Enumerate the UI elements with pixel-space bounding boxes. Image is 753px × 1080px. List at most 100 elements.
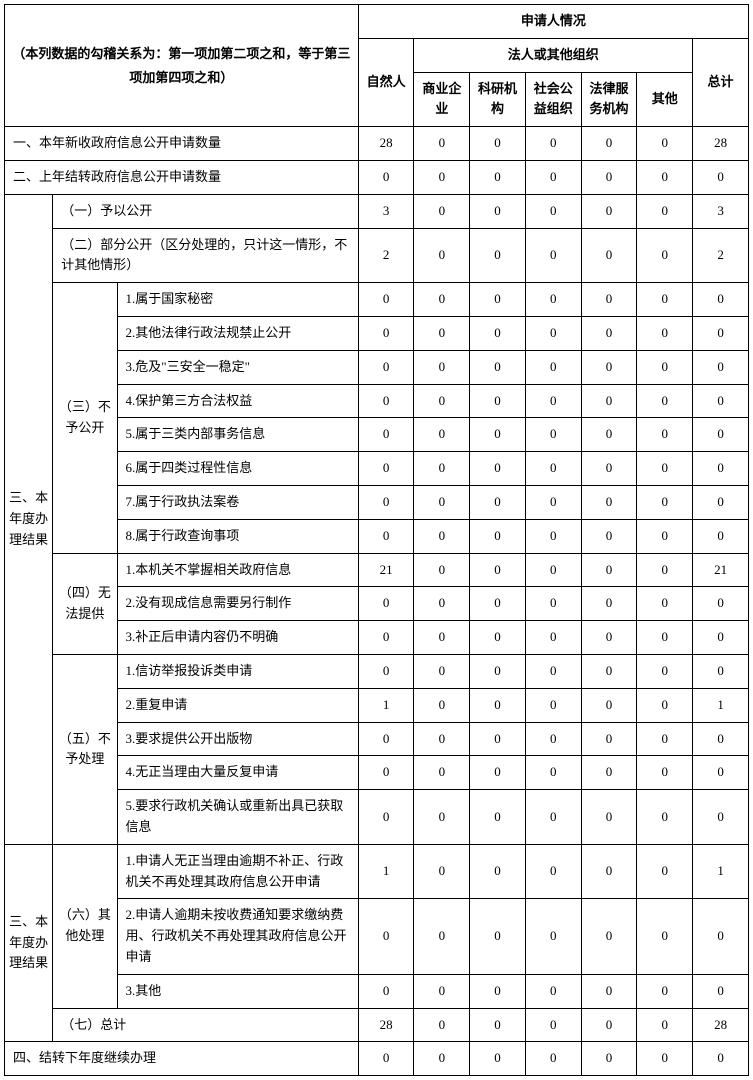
row-i3-3: 3.危及"三安全一稳定" 0000000	[5, 350, 749, 384]
cell: 0	[637, 587, 693, 621]
cell: 0	[470, 756, 526, 790]
cell: 0	[470, 974, 526, 1008]
col-c3: 社会公益组织	[525, 72, 581, 127]
cell: 0	[581, 844, 637, 899]
col-natural-person: 自然人	[358, 38, 414, 126]
cell: 0	[637, 899, 693, 974]
cell: 0	[637, 316, 693, 350]
cell: 0	[693, 485, 749, 519]
cell: 0	[693, 160, 749, 194]
row-i6-3: 3.其他 0000000	[5, 974, 749, 1008]
row-i3-5: 5.属于三类内部事务信息 0000000	[5, 418, 749, 452]
cell: 0	[581, 127, 637, 161]
cell: 0	[358, 384, 414, 418]
row-i3-2: 2.其他法律行政法规禁止公开 0000000	[5, 316, 749, 350]
cell: 1	[358, 688, 414, 722]
cell: 0	[358, 722, 414, 756]
cell: 21	[358, 553, 414, 587]
cell: 0	[470, 283, 526, 317]
cell: 0	[414, 844, 470, 899]
label-sub3: （三）不予公开	[53, 283, 117, 553]
cell: 0	[693, 974, 749, 1008]
cell: 0	[414, 194, 470, 228]
label-sub7: （七）总计	[53, 1008, 358, 1042]
cell: 0	[637, 654, 693, 688]
col-legal-entity: 法人或其他组织	[414, 38, 693, 72]
row-i6-1: 三、本年度办理结果 （六）其他处理 1.申请人无正当理由逾期不补正、行政机关不再…	[5, 844, 749, 899]
cell: 0	[693, 654, 749, 688]
row-sub7: （七）总计 280000028	[5, 1008, 749, 1042]
cell: 0	[470, 194, 526, 228]
cell: 0	[358, 654, 414, 688]
row-i3-4: 4.保护第三方合法权益 0000000	[5, 384, 749, 418]
cell: 0	[358, 418, 414, 452]
row-i5-5: 5.要求行政机关确认或重新出具已获取信息 0000000	[5, 790, 749, 845]
row-i3-1: （三）不予公开 1.属于国家秘密 0000000	[5, 283, 749, 317]
cell: 0	[637, 350, 693, 384]
cell: 0	[414, 756, 470, 790]
cell: 0	[637, 418, 693, 452]
cell: 0	[414, 688, 470, 722]
cell: 0	[470, 553, 526, 587]
cell: 0	[358, 899, 414, 974]
label-s3: 三、本年度办理结果	[5, 194, 53, 844]
cell: 0	[637, 384, 693, 418]
label-sub5: （五）不予处理	[53, 654, 117, 844]
cell: 0	[637, 228, 693, 283]
header-row-1: （本列数据的勾稽关系为：第一项加第二项之和，等于第三项加第四项之和） 申请人情况	[5, 5, 749, 39]
cell: 0	[358, 485, 414, 519]
label-sub2: （二）部分公开（区分处理的，只计这一情形，不计其他情形）	[53, 228, 358, 283]
cell: 0	[414, 519, 470, 553]
cell: 0	[525, 553, 581, 587]
label-s4: 四、结转下年度继续办理	[5, 1042, 359, 1076]
col-c5: 其他	[637, 72, 693, 127]
col-c2: 科研机构	[470, 72, 526, 127]
cell: 0	[525, 587, 581, 621]
cell: 0	[525, 1042, 581, 1076]
label-i6-1: 1.申请人无正当理由逾期不补正、行政机关不再处理其政府信息公开申请	[117, 844, 358, 899]
label-sub4: （四）无法提供	[53, 553, 117, 654]
cell: 0	[581, 452, 637, 486]
cell: 28	[693, 127, 749, 161]
cell: 0	[693, 418, 749, 452]
row-i4-2: 2.没有现成信息需要另行制作 0000000	[5, 587, 749, 621]
cell: 0	[525, 899, 581, 974]
cell: 0	[414, 621, 470, 655]
row-sub1: 三、本年度办理结果 （一）予以公开 3 0 0 0 0 0 3	[5, 194, 749, 228]
cell: 0	[358, 283, 414, 317]
cell: 0	[470, 1008, 526, 1042]
cell: 0	[470, 316, 526, 350]
cell: 0	[470, 654, 526, 688]
cell: 0	[358, 160, 414, 194]
cell: 0	[525, 756, 581, 790]
cell: 0	[693, 384, 749, 418]
cell: 0	[637, 194, 693, 228]
cell: 0	[414, 485, 470, 519]
cell: 0	[581, 688, 637, 722]
cell: 0	[581, 384, 637, 418]
cell: 0	[358, 350, 414, 384]
cell: 0	[470, 418, 526, 452]
cell: 0	[581, 283, 637, 317]
cell: 0	[525, 688, 581, 722]
cell: 0	[581, 722, 637, 756]
cell: 0	[470, 899, 526, 974]
cell: 0	[581, 621, 637, 655]
label-i3-6: 6.属于四类过程性信息	[117, 452, 358, 486]
row-i5-3: 3.要求提供公开出版物 0000000	[5, 722, 749, 756]
cell: 0	[525, 1008, 581, 1042]
cell: 0	[414, 553, 470, 587]
cell: 0	[637, 553, 693, 587]
header-note: （本列数据的勾稽关系为：第一项加第二项之和，等于第三项加第四项之和）	[5, 5, 359, 127]
label-s3-repeat: 三、本年度办理结果	[5, 844, 53, 1042]
row-i5-2: 2.重复申请 1000001	[5, 688, 749, 722]
cell: 0	[358, 790, 414, 845]
cell: 0	[525, 974, 581, 1008]
label-i6-2: 2.申请人逾期未按收费通知要求缴纳费用、行政机关不再处理其政府信息公开申请	[117, 899, 358, 974]
cell: 0	[637, 1008, 693, 1042]
cell: 0	[470, 127, 526, 161]
label-i6-3: 3.其他	[117, 974, 358, 1008]
cell: 0	[470, 452, 526, 486]
cell: 0	[414, 316, 470, 350]
cell: 0	[470, 688, 526, 722]
